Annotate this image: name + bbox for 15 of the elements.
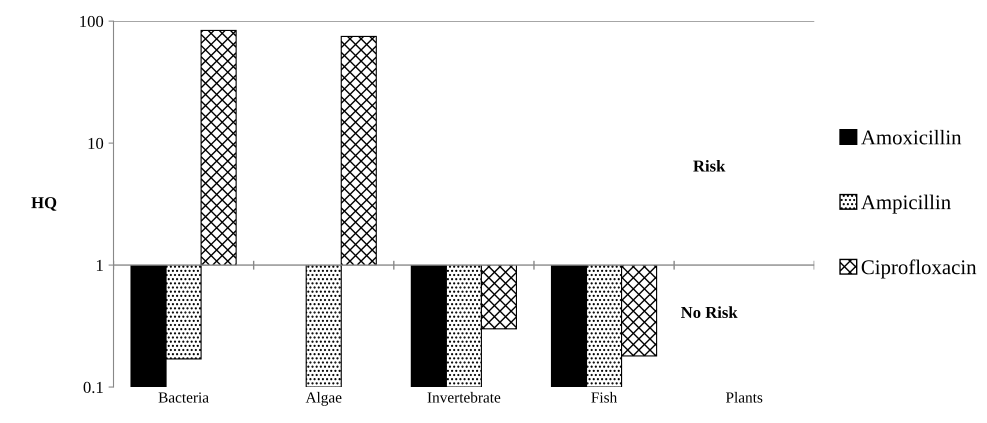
legend-label: Amoxicillin xyxy=(861,130,962,144)
x-tick-label: Algae xyxy=(306,392,342,406)
legend-label: Ampicillin xyxy=(861,194,951,214)
x-tick-label: Invertebrate xyxy=(428,392,500,403)
x-tick-label: Bacteria xyxy=(158,392,209,403)
x-tick-label: Fish xyxy=(591,392,618,403)
x-tick-label: Plants xyxy=(726,392,762,403)
annotation: Risk xyxy=(693,160,726,172)
y-tick-label: 0.1 xyxy=(84,382,103,394)
y-tick-label: 10 xyxy=(88,138,104,150)
legend-label: Ciprofloxacin xyxy=(862,259,976,279)
y-axis-title: HQ xyxy=(31,197,56,211)
y-tick-label: 100 xyxy=(80,16,104,28)
annotation: No Risk xyxy=(681,306,738,318)
y-tick-label: 1 xyxy=(96,260,103,271)
